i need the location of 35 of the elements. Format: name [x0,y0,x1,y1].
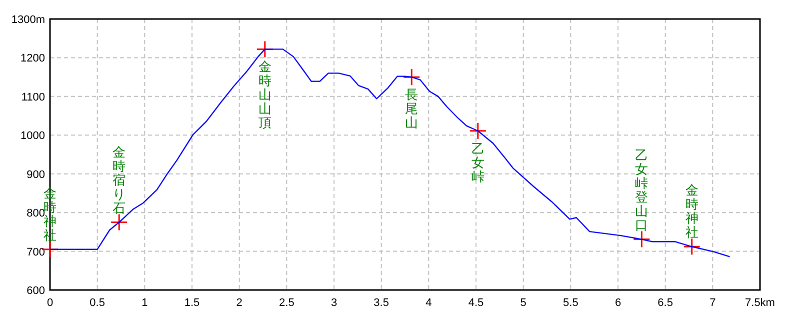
point [110,214,128,231]
x-tick-label: 1.5 [184,297,200,309]
x-tick-label: 6.5 [658,297,673,309]
y-tick-label: 800 [26,208,45,220]
x-tick-label: 0.5 [90,297,105,309]
y-tick-label: 600 [26,285,45,297]
x-tick-label: 0 [46,297,54,309]
annotation: 金時神社 [685,182,698,240]
x-tick-label: 6 [614,297,622,309]
x-tick-label: 2 [236,297,242,309]
y-tick-label: 1200 [20,52,45,65]
annotation: 金時宿り石 [112,144,126,216]
y-tick-label: 1300m [11,14,45,26]
point [683,238,701,256]
x-tick-label: 7.5km [745,297,775,309]
x-tick-label: 5.5 [563,297,578,309]
annotation: 長尾山 [405,87,418,130]
annotation: 乙女峠 [471,140,484,184]
y-tick-label: 900 [26,168,45,181]
point [402,68,420,86]
annotation: 金時山山頂 [258,59,272,130]
y-tick-label: 1000 [20,130,45,142]
x-tick-label: 3.5 [374,297,389,309]
point [632,230,650,248]
y-tick-label: 700 [26,246,45,258]
x-tick-label: 2.5 [279,297,294,309]
x-tick-label: 3 [330,297,338,309]
x-tick-label: 4.5 [468,297,484,309]
x-tick-label: 7 [710,297,716,309]
x-tick-label: 1 [142,297,148,309]
point [469,122,487,140]
annotation: 乙女峠登山口 [635,147,648,232]
x-tick-label: 5 [520,297,526,309]
x-tick-label: 4 [426,297,432,309]
y-tick-label: 1100 [21,91,45,104]
